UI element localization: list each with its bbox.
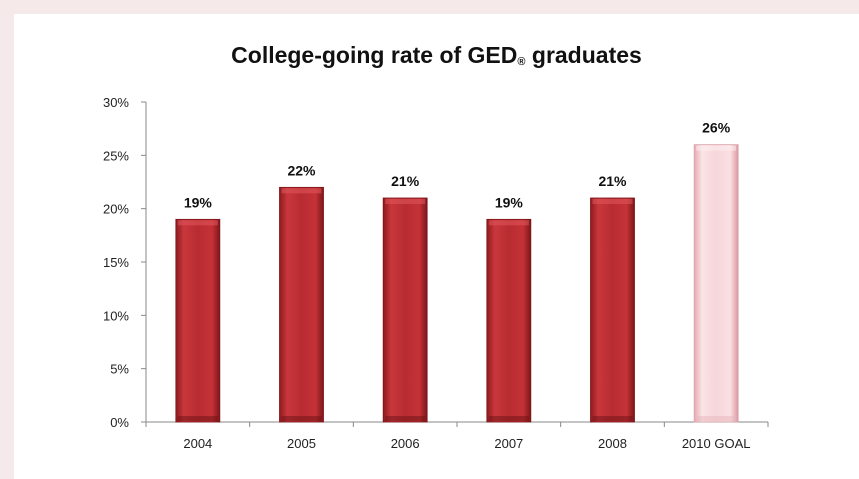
bar-bevel-bottom — [177, 416, 218, 421]
bar-2005 — [279, 186, 324, 423]
bar-bevel-top — [488, 220, 529, 226]
chart-title-registered-mark: ® — [517, 56, 526, 68]
x-tick-label: 2006 — [391, 436, 420, 451]
chart-title: College-going rate of GED® graduates — [14, 42, 859, 69]
y-tick-label: 15% — [103, 255, 129, 270]
data-label: 19% — [495, 194, 524, 210]
x-tick-label: 2010 GOAL — [682, 436, 751, 451]
data-label: 22% — [287, 162, 316, 178]
bars — [175, 144, 739, 423]
bar-bevel-top — [696, 145, 737, 151]
bar-2010-goal — [693, 144, 739, 423]
data-label: 26% — [702, 120, 731, 136]
bar-bevel-bottom — [488, 416, 529, 421]
bar-bevel-top — [177, 220, 218, 226]
axes: 0% 5% 10% 15% 20% 25% 30% — [103, 95, 769, 430]
data-label: 19% — [184, 194, 213, 210]
y-tick-label: 30% — [103, 95, 129, 110]
x-tick-label: 2008 — [598, 436, 627, 451]
bar-2008 — [590, 197, 635, 423]
labels: 19% 2004 22% 2005 21% 2006 19% 2007 21% 2008 26% 20… — [183, 120, 750, 451]
chart-frame: College-going rate of GED® graduates 0% 5… — [14, 14, 859, 479]
bar-bevel-bottom — [385, 416, 426, 421]
bar-bevel-top — [281, 188, 322, 194]
bar-2006 — [382, 197, 428, 423]
bar-bevel-bottom — [281, 416, 322, 421]
y-tick-label: 0% — [110, 415, 129, 430]
data-label: 21% — [598, 173, 627, 189]
y-tick-label: 25% — [103, 148, 129, 163]
bar-chart: 0% 5% 10% 15% 20% 25% 30% 19% 2004 22% 2005 21% 200… — [103, 95, 769, 451]
y-tick-label: 10% — [103, 308, 129, 323]
bar-bevel-top — [592, 199, 633, 204]
chart-title-end: graduates — [525, 42, 642, 68]
bar-bevel-top — [385, 199, 426, 204]
bar-2004 — [175, 218, 221, 423]
bar-bevel-bottom — [696, 416, 737, 421]
y-tick-label: 5% — [110, 362, 129, 377]
data-label: 21% — [391, 173, 420, 189]
x-tick-label: 2004 — [183, 436, 212, 451]
bar-2007 — [486, 218, 532, 423]
chart-title-main: College-going rate of GED — [231, 42, 518, 68]
x-tick-label: 2005 — [287, 436, 316, 451]
y-tick-label: 20% — [103, 202, 129, 217]
x-tick-label: 2007 — [494, 436, 523, 451]
bar-bevel-bottom — [592, 416, 633, 421]
